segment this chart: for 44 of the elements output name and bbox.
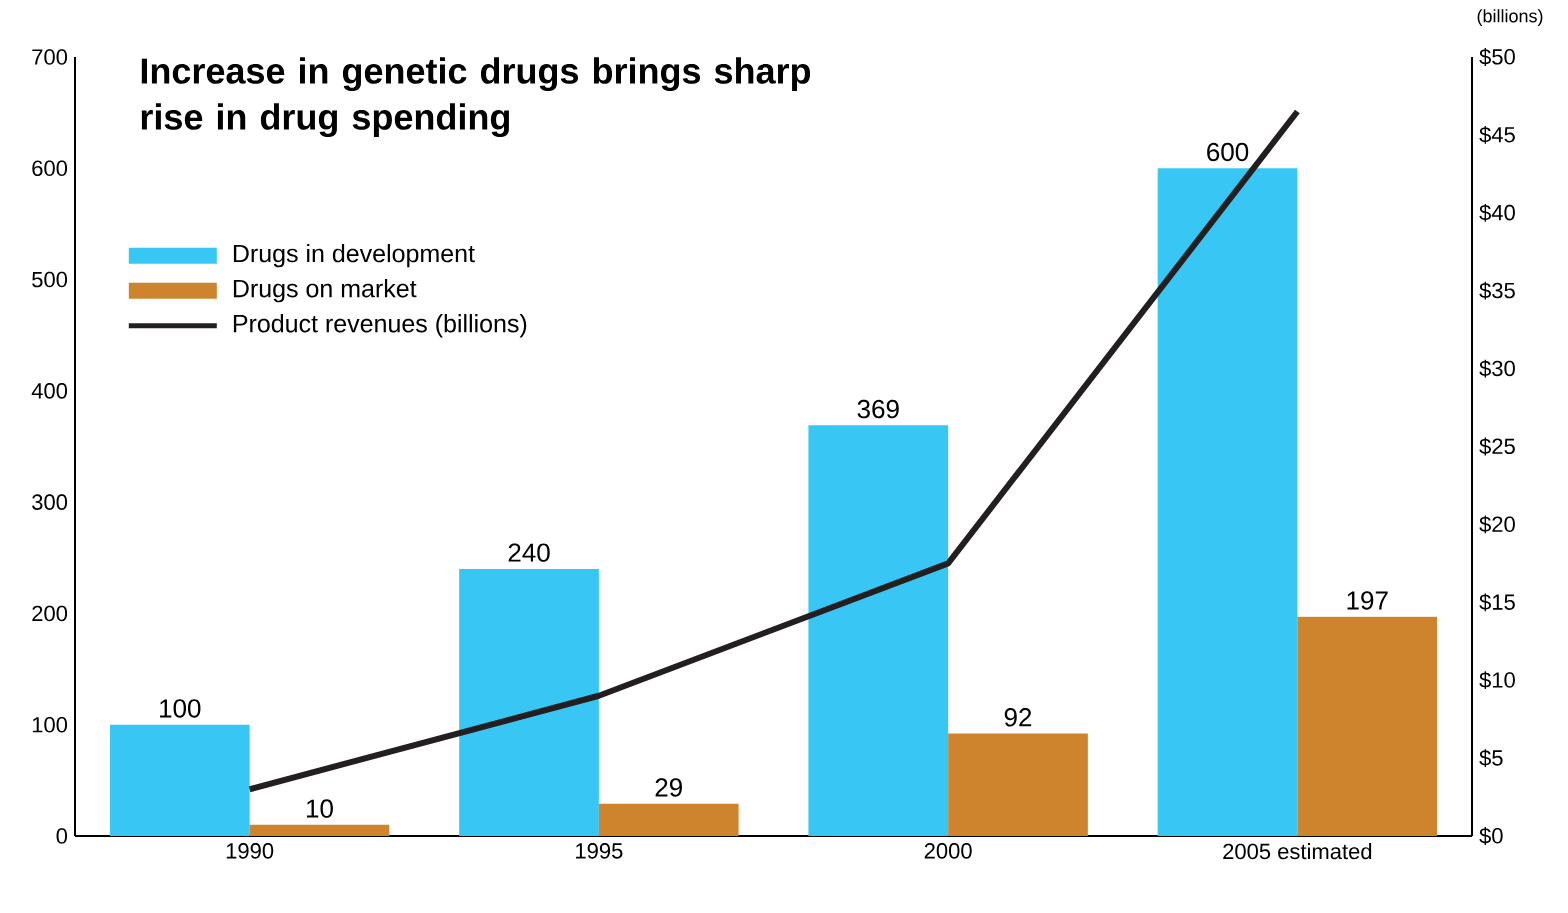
y2-tick-label: $5 — [1479, 749, 1503, 767]
y2-tick-label: $0 — [1479, 827, 1503, 845]
y-tick-label: 600 — [32, 160, 68, 177]
y2-tick-label: $10 — [1479, 671, 1515, 690]
data-label: 240 — [508, 543, 550, 562]
y-tick-label: 700 — [32, 49, 68, 65]
y2-tick-label: $30 — [1479, 359, 1515, 378]
x-tick-label: 1995 — [576, 843, 623, 859]
x-tick-label: 1990 — [226, 843, 274, 859]
y-tick-label: 200 — [32, 605, 68, 622]
data-label: 197 — [1347, 591, 1388, 610]
y2-tick-label: $25 — [1479, 437, 1515, 456]
legend-label: Drugs in development — [233, 243, 475, 268]
bar — [249, 824, 390, 836]
bar — [1157, 168, 1298, 836]
data-label: 29 — [655, 778, 682, 797]
data-label: 369 — [857, 399, 899, 419]
legend-label: Product revenues (billions) — [233, 314, 527, 338]
bar — [459, 568, 599, 836]
bar — [808, 425, 949, 836]
x-tick-label: 2005 estimated — [1223, 843, 1372, 860]
y-tick-label: 400 — [31, 383, 68, 399]
y-tick-label: 0 — [56, 828, 68, 844]
data-label: 600 — [1207, 142, 1249, 162]
y2-tick-label: $40 — [1479, 203, 1515, 222]
data-label: 10 — [307, 799, 333, 818]
text: Increase in genetic drugs brings sharp rise in drug spending — [141, 57, 811, 138]
data-label: 100 — [160, 699, 201, 718]
y2-tick-label: $15 — [1479, 593, 1515, 612]
legend-label: Drugs on market — [233, 279, 417, 303]
y2-tick-label: $45 — [1479, 125, 1515, 144]
y2-axis-title: (billions) — [1477, 9, 1543, 26]
bar — [109, 724, 250, 836]
bar — [598, 803, 739, 836]
x-tick-label: 2000 — [924, 843, 972, 859]
y2-tick-label: $35 — [1479, 281, 1515, 300]
y2-tick-label: $20 — [1479, 515, 1515, 534]
y-tick-label: 500 — [32, 271, 68, 288]
y2-tick-label: $50 — [1479, 48, 1515, 66]
data-label: 92 — [1004, 708, 1032, 727]
bar — [1297, 616, 1438, 836]
y-tick-label: 300 — [32, 494, 68, 510]
bar — [948, 733, 1088, 836]
y-tick-label: 100 — [32, 716, 68, 733]
